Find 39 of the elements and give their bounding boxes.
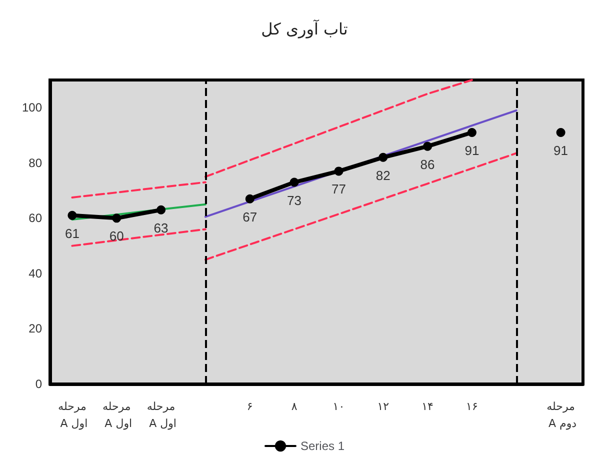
- x-tick-label: ۱۶: [466, 400, 478, 413]
- data-label: 77: [331, 182, 346, 197]
- point: [467, 128, 476, 138]
- x-tick-label: مرحله A اول: [56, 400, 88, 430]
- chart-title: تاب آوری کل: [261, 18, 348, 38]
- y-tick-label: 100: [22, 100, 42, 115]
- data-label: 61: [64, 226, 80, 241]
- point: [245, 194, 254, 204]
- x-tick-label: ۱۴: [422, 400, 434, 413]
- x-tick-label: ۶: [246, 400, 253, 413]
- y-tick-label: 80: [28, 156, 42, 170]
- data-label: 82: [376, 168, 390, 183]
- point: [334, 166, 344, 176]
- y-tick-label: 20: [28, 322, 42, 336]
- point: [68, 210, 77, 220]
- point: [290, 178, 299, 187]
- data-label: 63: [154, 220, 168, 236]
- data-label: 91: [554, 143, 568, 158]
- y-tick-label: 40: [28, 266, 42, 280]
- x-tick-label: ۱۰: [332, 400, 345, 413]
- point: [378, 152, 388, 162]
- data-label: 60: [109, 228, 124, 244]
- data-label: 73: [287, 192, 302, 208]
- point: [156, 205, 166, 214]
- point: [556, 128, 566, 138]
- x-tick-label: مرحله A اول: [146, 400, 176, 430]
- point: [112, 214, 122, 223]
- legend-label: Series 1: [300, 439, 345, 453]
- x-tick-label: مرحله A دوم: [545, 400, 577, 430]
- data-label: 67: [242, 209, 258, 224]
- line-series: [71, 181, 206, 198]
- data-label: 91: [464, 143, 480, 158]
- x-tick-label: ۱۲: [377, 400, 390, 413]
- point: [423, 142, 432, 151]
- x-tick-label: ۸: [291, 400, 298, 413]
- data-label: 86: [420, 156, 435, 172]
- x-tick-label: مرحله A اول: [101, 400, 132, 430]
- y-tick-label: 0: [35, 377, 42, 391]
- y-tick-label: 60: [28, 211, 42, 226]
